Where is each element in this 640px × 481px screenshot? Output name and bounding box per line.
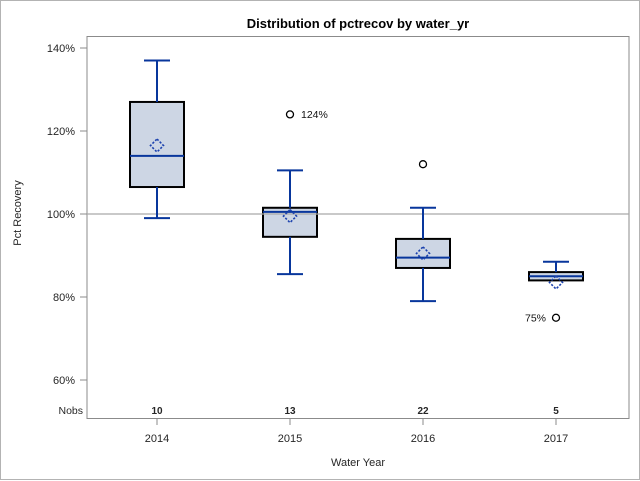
nobs-value: 5 — [553, 406, 559, 417]
y-axis-title: Pct Recovery — [12, 180, 24, 246]
nobs-row-label: Nobs — [58, 405, 83, 417]
chart-title: Distribution of pctrecov by water_yr — [247, 16, 470, 31]
x-axis-title: Water Year — [331, 457, 385, 469]
outlier-point — [551, 313, 561, 322]
box — [395, 237, 451, 269]
outlier-point — [285, 110, 295, 119]
mean-diamond — [149, 137, 165, 154]
outlier-label: 75% — [525, 312, 546, 324]
mean-diamond — [548, 274, 564, 291]
y-tick-label: 100% — [47, 209, 75, 221]
outlier-label: 124% — [301, 109, 328, 121]
x-tick-label: 2014 — [145, 433, 169, 445]
nobs-value: 22 — [417, 406, 429, 417]
y-tick-label: 80% — [53, 292, 75, 304]
x-tick-label: 2017 — [544, 433, 568, 445]
x-tick-label: 2015 — [278, 433, 302, 445]
x-tick-label: 2016 — [411, 433, 435, 445]
y-tick-label: 120% — [47, 126, 75, 138]
nobs-value: 13 — [284, 406, 296, 417]
y-tick-label: 60% — [53, 375, 75, 387]
plot-area: 140% 120% 100% 80% 60% 10 2014 13 2015 22 2016 5 201… — [47, 36, 630, 445]
mean-diamond — [415, 245, 431, 262]
nobs-value: 10 — [151, 406, 163, 417]
mean-diamond — [282, 208, 298, 224]
plot-frame — [86, 36, 630, 419]
y-tick-label: 140% — [47, 43, 75, 55]
outlier-point — [418, 160, 428, 169]
box — [129, 100, 185, 189]
